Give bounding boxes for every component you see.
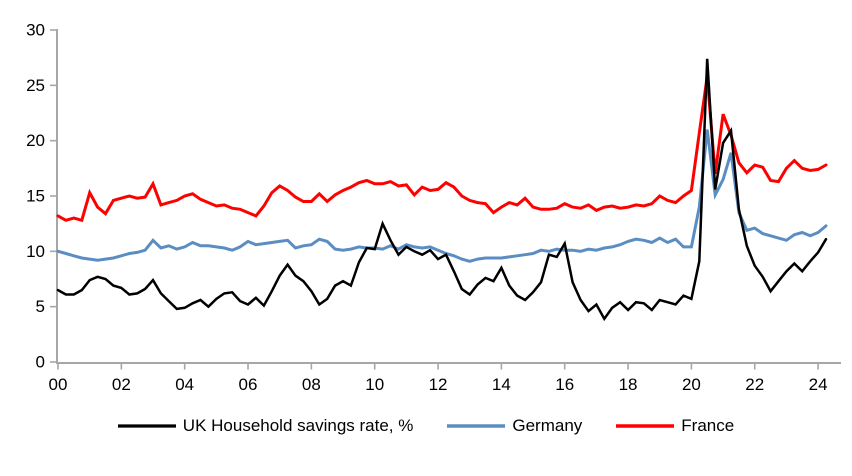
legend-label-france: France xyxy=(681,416,735,435)
legend-item-uk: UK Household savings rate, % xyxy=(117,416,414,436)
germany-line-swatch-icon xyxy=(447,424,506,428)
x-tick-label: 04 xyxy=(175,375,194,394)
y-tick-label: 5 xyxy=(36,297,45,316)
y-tick-label: 0 xyxy=(36,353,45,372)
savings-chart: 0 5 10 15 20 25 30 00 02 04 06 08 10 12 14 16 18 20 22 24 xyxy=(26,21,841,394)
x-tick-label: 20 xyxy=(682,375,701,394)
y-tick-label: 30 xyxy=(26,21,45,40)
series-france-line xyxy=(56,76,828,223)
y-tick-label: 25 xyxy=(26,76,45,95)
x-tick-label: 02 xyxy=(112,375,131,394)
legend-item-france: France xyxy=(616,416,734,436)
x-tick-label: 06 xyxy=(239,375,258,394)
x-tick-label: 14 xyxy=(492,375,511,394)
y-tick-label: 15 xyxy=(26,187,45,206)
series-lines xyxy=(56,58,828,322)
uk-line-swatch-icon xyxy=(117,424,176,428)
series-germany-line xyxy=(56,129,828,263)
series-uk-line xyxy=(56,58,828,322)
x-tick-label: 18 xyxy=(619,375,638,394)
x-tick-label: 24 xyxy=(809,375,828,394)
x-tick-label: 10 xyxy=(365,375,384,394)
legend-item-germany: Germany xyxy=(447,416,582,436)
y-tick-label: 10 xyxy=(26,242,45,261)
y-axis: 0 5 10 15 20 25 30 xyxy=(26,21,58,372)
france-line-swatch-icon xyxy=(616,424,675,428)
legend: UK Household savings rate, % Germany Fra… xyxy=(0,416,852,436)
x-tick-label: 16 xyxy=(555,375,574,394)
y-tick-label: 20 xyxy=(26,131,45,150)
x-axis: 00 02 04 06 08 10 12 14 16 18 20 22 24 xyxy=(49,362,841,394)
x-tick-label: 12 xyxy=(429,375,448,394)
legend-label-germany: Germany xyxy=(512,416,583,435)
x-tick-label: 00 xyxy=(49,375,68,394)
legend-label-uk: UK Household savings rate, % xyxy=(182,416,414,435)
x-tick-label: 22 xyxy=(745,375,764,394)
x-tick-label: 08 xyxy=(302,375,321,394)
